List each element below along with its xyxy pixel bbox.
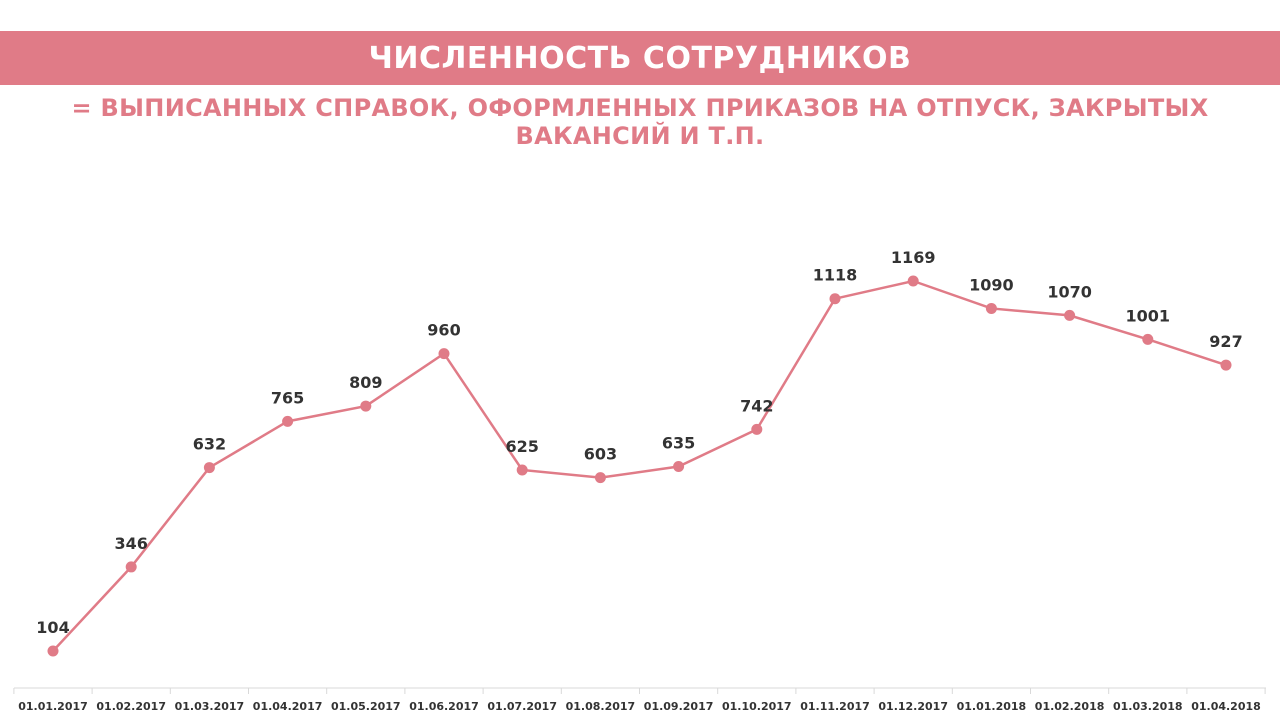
x-tick-label: 01.11.2017 [800,700,870,713]
data-point [516,464,528,476]
x-tick-label: 01.12.2017 [878,700,948,713]
data-label: 632 [193,435,226,454]
data-point [673,461,685,473]
x-tick-label: 01.10.2017 [722,700,792,713]
x-tick-label: 01.04.2017 [253,700,323,713]
x-tick-label: 01.02.2017 [96,700,166,713]
x-tick-labels: 01.01.2017 01.02.2017 01.03.2017 01.04.2017… [18,700,1261,713]
data-point [282,415,294,427]
data-label: 1169 [891,248,936,267]
data-point [438,348,450,360]
x-tick-label: 01.06.2017 [409,700,479,713]
chart-subtitle: = ВЫПИСАННЫХ СПРАВОК, ОФОРМЛЕННЫХ ПРИКАЗ… [71,94,1209,150]
data-label: 809 [349,373,382,392]
data-label: 1118 [813,266,858,285]
data-point [1064,309,1076,321]
data-label: 1001 [1126,306,1171,325]
x-tick-label: 01.07.2017 [487,700,557,713]
data-label: 927 [1209,332,1242,351]
chart-title: ЧИСЛЕННОСТЬ СОТРУДНИКОВ [368,40,912,76]
data-point [594,472,606,484]
data-label: 635 [662,434,695,453]
data-point [1142,333,1154,345]
data-label: 742 [740,396,773,415]
x-tick-label: 01.04.2018 [1191,700,1261,713]
data-point [203,462,215,474]
data-point [985,302,997,314]
x-tick-label: 01.03.2017 [175,700,245,713]
x-tick-label: 01.02.2018 [1035,700,1105,713]
x-tick-label: 01.08.2017 [566,700,636,713]
x-tick-label: 01.01.2017 [18,700,88,713]
x-axis-ticks [13,688,1266,694]
series-line [52,279,1227,652]
x-tick-label: 01.03.2018 [1113,700,1183,713]
data-label: 346 [114,534,147,553]
data-label: 960 [427,321,460,340]
data-point [1220,359,1232,371]
data-point [907,275,919,287]
data-label: 1070 [1047,282,1092,301]
data-point [829,293,841,305]
title-band: ЧИСЛЕННОСТЬ СОТРУДНИКОВ [0,31,1280,85]
data-point [360,400,372,412]
data-point [125,561,137,573]
x-tick-label: 01.01.2018 [957,700,1027,713]
data-points [47,275,1232,657]
x-tick-label: 01.05.2017 [331,700,401,713]
x-tick-label: 01.09.2017 [644,700,714,713]
data-point [751,423,763,435]
data-label: 1090 [969,275,1014,294]
data-label: 765 [271,388,304,407]
data-point [47,645,59,657]
data-label: 625 [505,437,538,456]
data-label: 104 [36,618,69,637]
data-labels: 104 346 632 765 809 960 625 603 635 742 1118 1169 10… [36,248,1242,637]
data-label: 603 [584,445,617,464]
